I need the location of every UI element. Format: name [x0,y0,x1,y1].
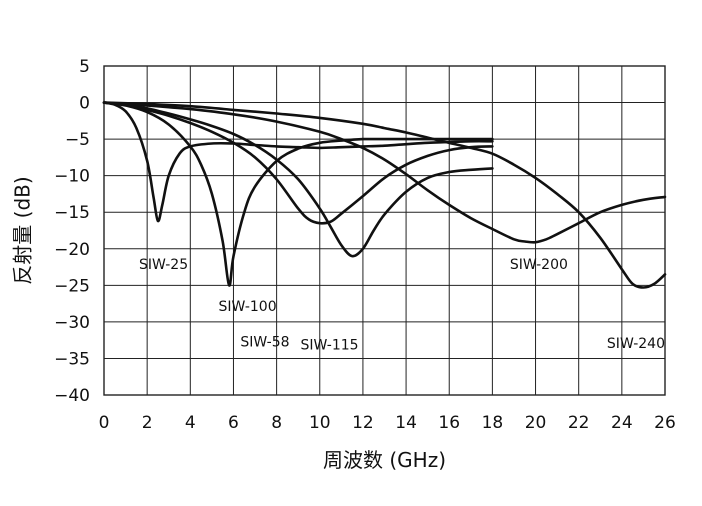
y-tick-labels: 5 0 −5 −10 −15 −20 −25 −30 −35 −40 [54,57,90,406]
x-tick-label: 12 [352,413,374,433]
y-tick-label: 5 [79,57,90,77]
x-tick-label: 0 [99,413,110,433]
series-annotation-siw-200: SIW-200 [510,257,568,273]
series-annotation-siw-58: SIW-58 [240,335,289,351]
y-tick-label: −15 [54,203,90,223]
x-tick-label: 20 [525,413,547,433]
grid [104,66,665,395]
y-tick-label: −25 [54,276,90,296]
x-tick-label: 24 [611,413,633,433]
series-lines [102,101,667,289]
x-tick-label: 18 [482,413,504,433]
y-tick-label: −5 [65,130,90,150]
series-line-siw-240 [102,101,667,289]
series-annotation-siw-240: SIW-240 [607,336,665,352]
x-tick-labels: 0 2 4 6 8 10 12 14 16 18 20 22 24 26 [99,413,676,433]
y-tick-label: −30 [54,313,90,333]
series-line-siw-200 [102,101,667,244]
plot-frame [103,65,666,396]
series-line-siw-100 [102,101,494,225]
x-tick-label: 8 [271,413,282,433]
x-tick-label: 14 [395,413,417,433]
y-tick-label: −10 [54,167,90,187]
y-tick-label: −35 [54,349,90,369]
x-tick-label: 4 [185,413,196,433]
x-tick-label: 26 [654,413,676,433]
series-annotation-siw-115: SIW-115 [301,338,359,354]
y-axis-label: 反射量 (dB) [11,176,35,284]
series-line-siw-58 [102,101,494,287]
x-tick-label: 22 [568,413,590,433]
series-annotations: SIW-25 SIW-58 SIW-100 SIW-115 SIW-200 SIW-240 [139,257,665,353]
x-tick-label: 2 [142,413,153,433]
x-tick-label: 10 [309,413,331,433]
x-tick-label: 16 [438,413,460,433]
x-tick-label: 6 [228,413,239,433]
y-tick-label: 0 [79,94,90,114]
y-tick-label: −40 [54,386,90,406]
y-tick-label: −20 [54,240,90,260]
x-axis-label: 周波数 (GHz) [323,448,446,472]
series-annotation-siw-25: SIW-25 [139,257,188,273]
series-annotation-siw-100: SIW-100 [219,299,277,315]
